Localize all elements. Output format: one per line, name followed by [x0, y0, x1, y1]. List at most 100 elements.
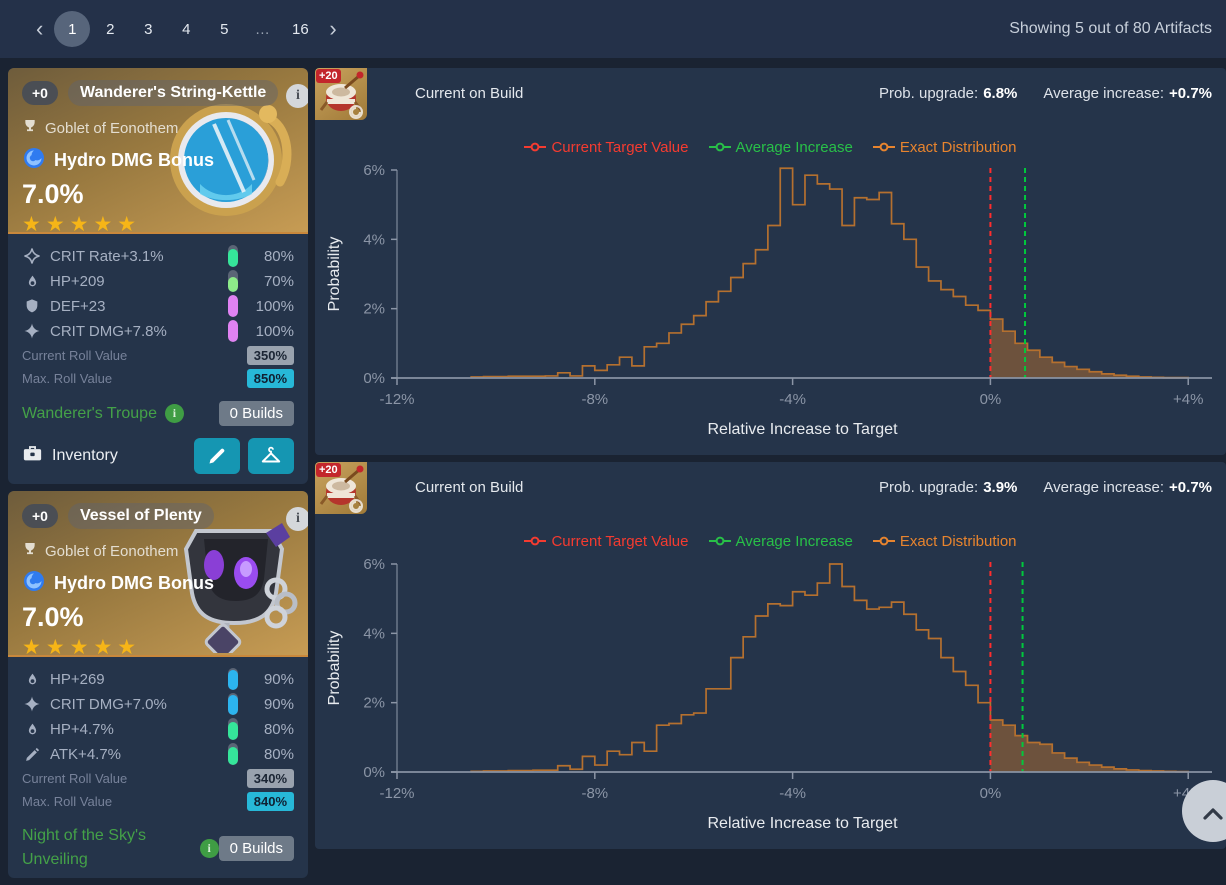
artifact-slot-label: Goblet of Eonothem [45, 542, 179, 560]
set-name-link[interactable]: Night of the Sky's Unveiling [22, 827, 146, 868]
page-prev-button[interactable]: ‹ [36, 16, 44, 41]
equip-artifact-button[interactable] [248, 438, 294, 474]
svg-text:4%: 4% [363, 625, 385, 642]
substat-label: ATK+4.7% [50, 745, 122, 763]
svg-text:-12%: -12% [379, 391, 414, 408]
legend-item[interactable]: Current Target Value [524, 533, 689, 550]
substat-roll-percent: 100% [255, 297, 294, 315]
artifact-card: +0 Wanderer's String-Kettle i Goblet of … [8, 68, 308, 484]
chevron-up-icon [1203, 808, 1223, 820]
page-button-4[interactable]: 4 [182, 20, 191, 38]
builds-count-badge: 0 Builds [218, 835, 294, 861]
artifact-name: Wanderer's String-Kettle [67, 80, 279, 106]
current-roll-label: Current Roll Value [22, 771, 128, 786]
prob-upgrade-stat: Prob. upgrade: 6.8% [878, 85, 1018, 102]
pagination-bar: ‹ 1 2 3 4 5 … 16 › Showing 5 out of 80 Artifac… [0, 0, 1226, 58]
upgrade-chart-panel: +20 Current on Build Prob. upgrade: 6.8% … [315, 68, 1226, 455]
legend-item[interactable]: Exact Distribution [872, 139, 1017, 156]
artifact-thumbnail[interactable]: +20 [315, 462, 367, 514]
hp-icon [22, 669, 42, 689]
svg-text:-12%: -12% [379, 785, 414, 802]
crit-dmg-icon [22, 321, 42, 341]
legend-line-icon [708, 142, 731, 152]
info-icon[interactable]: i [164, 404, 184, 423]
substat-roll-bar [228, 270, 238, 292]
svg-text:0%: 0% [363, 764, 385, 781]
artifact-thumbnail[interactable]: +20 [315, 68, 367, 120]
hydro-icon [22, 146, 46, 175]
substat-label: CRIT DMG+7.8% [50, 322, 167, 340]
page-button-2[interactable]: 2 [106, 20, 115, 38]
atk-icon [22, 744, 42, 764]
hp-icon [22, 719, 42, 739]
goblet-icon [22, 118, 38, 138]
svg-text:0%: 0% [980, 785, 1002, 802]
average-increase-stat: Average increase: +0.7% [1043, 85, 1212, 102]
builds-count-badge: 0 Builds [218, 401, 294, 426]
artifact-card-header: +0 Wanderer's String-Kettle i Goblet of … [8, 68, 308, 236]
substat-row: CRIT Rate+3.1% 80% [22, 244, 294, 268]
artifact-card-header: +0 Vessel of Plenty i Goblet of Eonothem… [8, 491, 308, 661]
substat-row: DEF+23 100% [22, 294, 294, 318]
artifact-level-badge: +0 [22, 81, 58, 105]
legend-line-icon [524, 536, 547, 546]
set-row: Night of the Sky's Unveiling i 0 Builds [22, 824, 294, 872]
svg-text:-8%: -8% [581, 391, 608, 408]
max-roll-value: 840% [246, 792, 294, 811]
def-icon [22, 296, 42, 316]
svg-text:0%: 0% [980, 391, 1002, 408]
svg-text:2%: 2% [363, 301, 385, 318]
set-name-link[interactable]: Wanderer's Troupe [22, 404, 157, 422]
page-button-3[interactable]: 3 [144, 20, 153, 38]
rarity-stars: ★★★★★ [22, 213, 142, 236]
substat-row: CRIT DMG+7.8% 100% [22, 319, 294, 343]
info-icon[interactable]: i [286, 507, 308, 531]
legend-line-icon [872, 142, 895, 152]
edit-artifact-button[interactable] [194, 438, 240, 474]
substat-label: DEF+23 [50, 297, 106, 315]
info-icon[interactable]: i [286, 84, 308, 108]
main-stat-label: Hydro DMG Bonus [54, 150, 214, 170]
artifact-image [170, 104, 292, 216]
briefcase-icon [22, 444, 43, 468]
crit-rate-icon [22, 246, 42, 266]
legend-item[interactable]: Average Increase [708, 533, 853, 550]
page-button-16[interactable]: 16 [291, 20, 309, 38]
max-roll-label: Max. Roll Value [22, 371, 113, 386]
chart-panel-list: +20 Current on Build Prob. upgrade: 6.8% … [315, 68, 1226, 856]
location-row: Inventory [22, 438, 294, 484]
svg-text:Probability: Probability [326, 631, 343, 706]
svg-text:Probability: Probability [326, 237, 343, 312]
legend-line-icon [524, 142, 547, 152]
substat-roll-percent: 80% [263, 247, 294, 265]
svg-text:-4%: -4% [779, 391, 806, 408]
substat-roll-percent: 80% [263, 720, 294, 738]
substat-label: HP+269 [50, 670, 105, 688]
info-icon[interactable]: i [199, 838, 219, 858]
svg-text:-8%: -8% [581, 785, 608, 802]
substat-roll-percent: 70% [263, 272, 294, 290]
main-stat-label: Hydro DMG Bonus [54, 573, 214, 593]
page-next-button[interactable]: › [329, 16, 337, 41]
probability-histogram: 0% 2% 4% 6% -12% -8% -4% 0% +4% Relative Increase… [326, 162, 1212, 438]
max-roll-value: 850% [246, 369, 294, 388]
chart-title: Current on Build [415, 85, 524, 102]
legend-item[interactable]: Current Target Value [524, 139, 689, 156]
legend-item[interactable]: Average Increase [708, 139, 853, 156]
substat-row: CRIT DMG+7.0% 90% [22, 692, 294, 716]
svg-text:-4%: -4% [779, 785, 806, 802]
artifact-thumbnail-image [319, 71, 364, 119]
substat-roll-bar [228, 718, 238, 740]
substat-roll-bar [228, 295, 238, 317]
page-button-1[interactable]: 1 [54, 11, 91, 47]
artifact-card: +0 Vessel of Plenty i Goblet of Eonothem… [8, 491, 308, 878]
substat-roll-bar [228, 668, 238, 690]
chart-legend: Current Target Value Average Increase Ex… [315, 136, 1226, 158]
set-row: Wanderer's Troupe i 0 Builds [22, 401, 294, 426]
goblet-icon [22, 541, 38, 561]
legend-item[interactable]: Exact Distribution [872, 533, 1017, 550]
artifact-level-badge: +0 [22, 504, 58, 528]
substat-roll-bar [228, 693, 238, 715]
artifact-slot-label: Goblet of Eonothem [45, 119, 179, 137]
page-button-5[interactable]: 5 [220, 20, 229, 38]
